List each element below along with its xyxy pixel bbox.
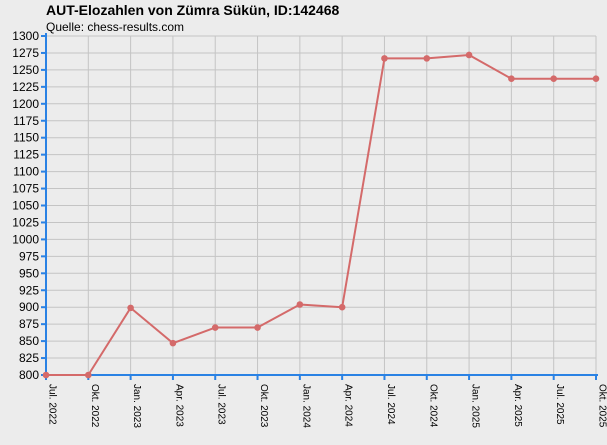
series-line (46, 53, 596, 376)
x-tick-label: Jul. 2023 (216, 384, 227, 425)
x-tick-label: Okt. 2025 (597, 384, 607, 428)
x-tick-label: Jan. 2024 (300, 384, 311, 428)
data-point (296, 301, 304, 308)
grid (45, 35, 597, 376)
series (42, 51, 600, 379)
y-tick-label: 800 (19, 368, 39, 382)
axes (41, 33, 598, 380)
data-point (423, 55, 431, 62)
x-tick-label: Jan. 2025 (470, 384, 481, 428)
y-tick-label: 1100 (13, 165, 39, 179)
data-point (550, 75, 557, 83)
y-tick-labels: 800 825 850 875 900 925 950 975 1000 1025 1050 1075… (12, 29, 39, 382)
y-tick-label: 1225 (12, 80, 39, 94)
data-point (169, 339, 177, 347)
y-tick-label: 975 (19, 249, 39, 263)
data-point (592, 75, 600, 83)
y-tick-label: 1075 (12, 182, 39, 196)
y-tick-label: 1250 (12, 63, 39, 77)
data-point (508, 75, 515, 83)
data-point (254, 324, 261, 331)
y-tick-label: 1200 (12, 97, 39, 111)
chart-title: AUT-Elozahlen von Zümra Sükün, ID:142468 (46, 2, 340, 18)
x-tick-label: Jan. 2023 (131, 384, 142, 428)
y-tick-label: 1000 (12, 232, 39, 246)
data-point (465, 51, 473, 59)
x-tick-label: Apr. 2025 (512, 384, 523, 427)
chart-subtitle: Quelle: chess-results.com (46, 20, 185, 34)
data-point (381, 55, 388, 62)
data-point (127, 304, 134, 312)
x-tick-label: Apr. 2024 (343, 384, 354, 427)
y-tick-label: 1025 (12, 215, 39, 229)
x-tick-labels: Jul. 2022 Okt. 2022 Jan. 2023 Apr. 2023 Jul.… (47, 384, 607, 428)
data-point (85, 371, 92, 379)
y-tick-label: 1300 (12, 29, 39, 43)
y-tick-label: 950 (19, 266, 39, 280)
y-tick-label: 1150 (13, 131, 39, 145)
y-tick-label: 1050 (12, 199, 39, 213)
y-tick-label: 825 (19, 351, 39, 365)
x-tick-label: Okt. 2022 (89, 384, 100, 428)
y-tick-label: 1275 (12, 46, 39, 60)
x-tick-label: Okt. 2023 (258, 384, 269, 428)
x-tick-label: Okt. 2024 (427, 384, 438, 428)
y-tick-label: 925 (19, 283, 39, 297)
y-tick-label: 900 (19, 300, 39, 314)
x-tick-label: Apr. 2023 (173, 384, 184, 427)
x-tick-label: Jul. 2025 (554, 384, 565, 425)
data-point (42, 371, 50, 379)
y-tick-label: 875 (19, 317, 39, 331)
data-point (211, 324, 219, 331)
y-tick-label: 850 (19, 334, 39, 348)
x-tick-label: Jul. 2024 (385, 384, 396, 425)
x-tick-label: Jul. 2022 (47, 384, 58, 425)
y-tick-label: 1125 (13, 148, 39, 162)
y-tick-label: 1175 (13, 114, 39, 128)
data-point (338, 303, 346, 311)
